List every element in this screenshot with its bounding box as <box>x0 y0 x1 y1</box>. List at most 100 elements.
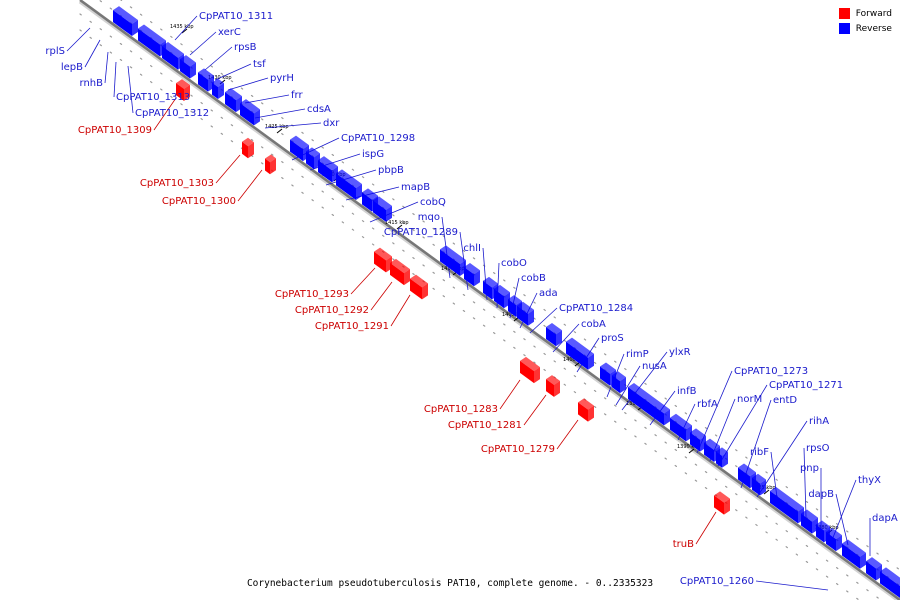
reverse-feature-25 <box>628 382 670 426</box>
feature-side <box>620 377 626 394</box>
feature-top <box>336 169 362 188</box>
reverse-gene-label-35: pnp <box>800 463 819 474</box>
feature-top <box>212 78 224 87</box>
feature-top <box>752 473 766 484</box>
feature-side <box>404 269 410 286</box>
reverse-feature-36 <box>842 539 866 569</box>
reverse-gene-label-17: cobO <box>501 258 527 269</box>
feature-top <box>318 156 338 171</box>
leader-line <box>189 31 217 56</box>
feature-side <box>190 62 196 79</box>
forward-feature-8 <box>546 375 560 397</box>
feature-face <box>464 266 474 287</box>
reverse-gene-label-40: lepB <box>61 62 83 73</box>
feature-face <box>752 477 760 496</box>
reverse-feature-5 <box>198 68 214 92</box>
tick-label: 1435 kbp <box>170 24 194 30</box>
feature-top <box>704 438 720 450</box>
leader-line <box>755 580 829 591</box>
feature-face <box>212 82 218 99</box>
reverse-gene-label-10: ispG <box>362 149 384 160</box>
forward-feature-6 <box>410 274 428 300</box>
feature-face <box>600 366 610 386</box>
feature-face <box>180 59 190 79</box>
feature-face <box>336 173 356 200</box>
feature-face <box>242 141 248 159</box>
feature-top <box>440 245 466 265</box>
feature-side <box>422 283 428 300</box>
leader-line <box>350 267 376 295</box>
feature-top <box>242 137 254 147</box>
feature-top <box>138 24 166 45</box>
forward-feature-4 <box>374 247 392 273</box>
feature-top <box>483 276 498 288</box>
gene-labels: CpPAT10_1311xerCrpsBtsfpyrHfrrcdsAdxrCpP… <box>45 11 897 587</box>
reverse-gene-label-41: rnhB <box>80 78 104 89</box>
feature-face <box>240 103 254 126</box>
feature-face <box>578 402 588 422</box>
feature-side <box>722 451 728 468</box>
reverse-gene-label-34: rpsO <box>806 443 830 454</box>
feature-top <box>670 413 692 430</box>
feature-face <box>440 249 460 277</box>
reverse-gene-label-44: CpPAT10_1260 <box>680 576 754 587</box>
reverse-feature-24 <box>612 371 626 394</box>
feature-side <box>836 535 842 552</box>
feature-face <box>816 524 824 543</box>
feature-face <box>842 543 860 569</box>
feature-top <box>198 68 214 80</box>
forward-swatch <box>838 8 850 19</box>
tick-mark <box>688 448 695 454</box>
leader-line <box>499 379 521 410</box>
leader-line <box>831 479 857 541</box>
forward-gene-label-2: CpPAT10_1303 <box>140 178 214 189</box>
feature-top <box>690 428 706 440</box>
feature-side <box>254 109 260 126</box>
reverse-gene-label-38: dapA <box>872 513 898 524</box>
feature-top <box>390 258 410 274</box>
leader-line <box>113 61 117 98</box>
reverse-gene-label-20: CpPAT10_1284 <box>559 303 633 314</box>
leader-line <box>227 77 269 91</box>
feature-top <box>180 55 196 67</box>
forward-gene-label-7: CpPAT10_1283 <box>424 404 498 415</box>
leader-line <box>803 447 807 518</box>
feature-face <box>113 10 132 37</box>
feature-top <box>600 362 616 374</box>
feature-top <box>816 520 830 531</box>
reverse-feature-20 <box>517 301 534 326</box>
reverse-gene-label-37: dapB <box>808 489 834 500</box>
leader-line <box>835 493 849 546</box>
feature-top <box>225 88 242 101</box>
reverse-gene-label-29: norM <box>737 394 762 405</box>
reverse-feature-12 <box>336 169 362 200</box>
feature-top <box>494 284 510 297</box>
leader-line <box>615 365 641 406</box>
feature-face <box>373 200 386 222</box>
feature-face <box>410 278 422 300</box>
reverse-feature-29 <box>716 447 728 468</box>
feature-face <box>546 379 554 397</box>
feature-top <box>464 262 480 275</box>
forward-gene-label-10: truB <box>673 539 694 550</box>
reverse-gene-label-30: CpPAT10_1271 <box>769 380 843 391</box>
leader-line <box>370 281 393 311</box>
feature-top <box>306 147 320 158</box>
reverse-gene-label-24: nusA <box>642 361 667 372</box>
feature-face <box>801 513 812 534</box>
reverse-gene-label-15: CpPAT10_1289 <box>384 227 458 238</box>
feature-face <box>716 451 722 468</box>
feature-side <box>860 552 866 569</box>
forward-feature-3 <box>265 154 276 175</box>
feature-side <box>270 158 276 175</box>
feature-top <box>578 398 594 410</box>
feature-face <box>714 495 724 515</box>
feature-face <box>670 417 686 442</box>
feature-top <box>508 295 522 306</box>
feature-top <box>374 247 392 261</box>
forward-feature-5 <box>390 258 410 286</box>
feature-face <box>880 571 900 598</box>
feature-face <box>508 299 516 318</box>
leader-line <box>244 94 290 104</box>
